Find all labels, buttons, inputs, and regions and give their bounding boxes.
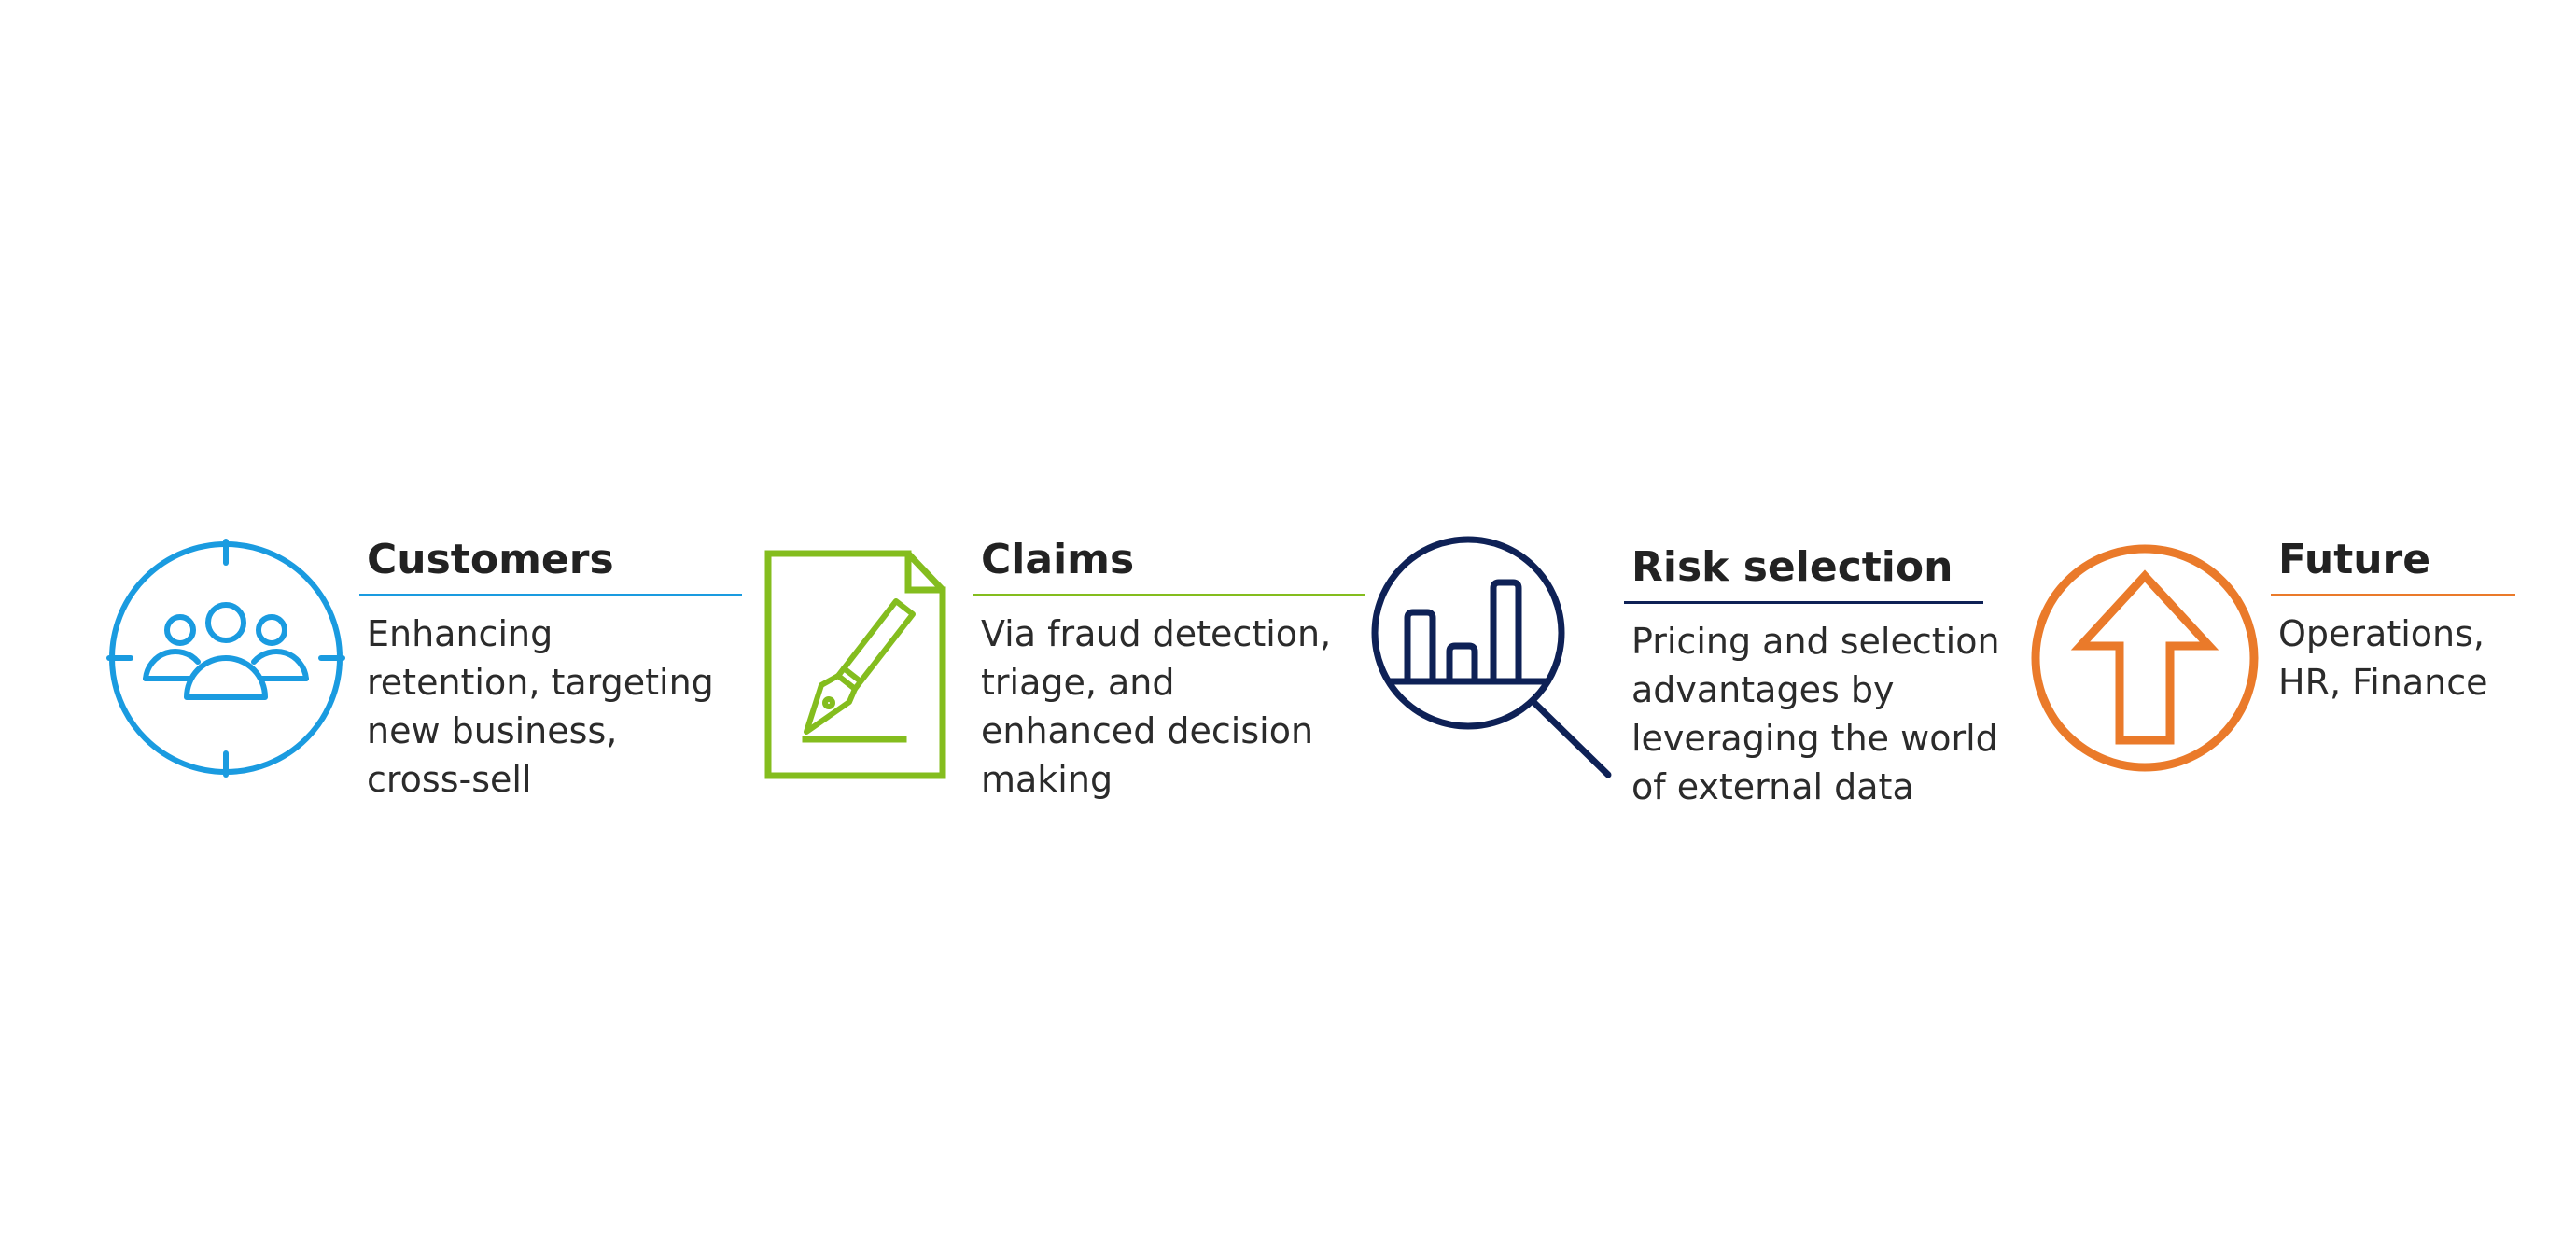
claims-text: Claims Via fraud detection, triage, and … <box>973 534 1365 804</box>
risk-selection-text: Risk selection Pricing and selection adv… <box>1624 541 2063 811</box>
item-title: Customers <box>367 536 614 583</box>
magnifier-chart-icon <box>1365 532 1627 784</box>
item-title: Claims <box>981 536 1135 583</box>
document-pen-icon <box>763 549 950 780</box>
arrow-up-circle-icon <box>2030 543 2260 773</box>
item-description: Enhancing retention, targeting new busin… <box>367 613 714 800</box>
future-text: Future Operations, HR, Finance <box>2271 534 2515 707</box>
item-title: Future <box>2278 536 2431 583</box>
item-divider <box>1624 601 1983 604</box>
item-title: Risk selection <box>1631 543 1953 591</box>
customers-text: Customers Enhancing retention, targeting… <box>359 534 742 804</box>
item-description: Operations, HR, Finance <box>2278 613 2488 703</box>
item-divider <box>359 594 742 596</box>
item-divider <box>973 594 1365 596</box>
customers-target-icon <box>105 537 347 779</box>
item-description: Via fraud detection, triage, and enhance… <box>981 613 1332 800</box>
item-divider <box>2271 594 2515 596</box>
item-description: Pricing and selection advantages by leve… <box>1631 621 2000 807</box>
